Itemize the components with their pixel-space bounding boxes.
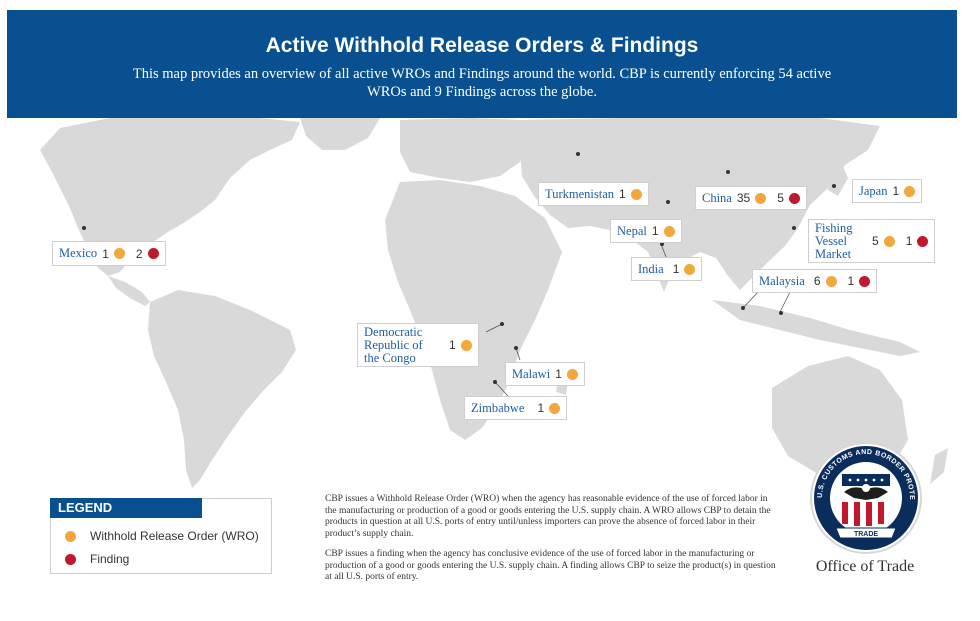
pin-zimbabwe — [493, 380, 497, 384]
country-name: Malaysia — [759, 273, 805, 288]
wro-count: 1 — [537, 401, 545, 415]
description-text: CBP issues a Withhold Release Order (WRO… — [325, 494, 781, 593]
country-name: Zimbabwe — [471, 400, 525, 415]
pin-china — [726, 170, 730, 174]
finding-dot-icon — [917, 235, 929, 247]
wro-count: 1 — [672, 262, 680, 276]
marker-zimbabwe[interactable]: Zimbabwe 1 — [464, 396, 568, 420]
seal-banner: TRADE — [854, 531, 878, 538]
wro-dot-icon — [65, 530, 76, 542]
wro-dot-icon — [904, 185, 916, 197]
marker-malawi[interactable]: Malawi 1 — [505, 362, 585, 386]
marker-turkmenistan[interactable]: Turkmenistan 1 — [538, 182, 649, 206]
pin-nepal — [666, 200, 670, 204]
pin-malawi — [514, 346, 518, 350]
new-zealand-landmass — [930, 448, 948, 484]
wro-count: 1 — [651, 224, 659, 238]
cbp-seal-icon: U.S. CUSTOMS AND BORDER PROTECTION TRADE — [808, 440, 922, 554]
marker-nepal[interactable]: Nepal 1 — [610, 219, 682, 243]
description-wro: CBP issues a Withhold Release Order (WRO… — [325, 494, 771, 539]
page-subtitle: This map provides an overview of all act… — [132, 66, 832, 100]
legend-label-wro: Withhold Release Order (WRO) — [90, 529, 259, 543]
wro-dot-icon — [825, 275, 837, 287]
country-name: Fishing Vessel Market — [815, 220, 853, 261]
wro-count: 1 — [619, 187, 626, 201]
wro-dot-icon — [566, 368, 578, 380]
country-name: Nepal — [617, 223, 647, 238]
north-america-landmass — [40, 118, 300, 276]
pin-drc — [500, 322, 504, 326]
legend-label-finding: Finding — [90, 552, 130, 566]
wro-dot-icon — [460, 339, 472, 351]
pin-fishing-vessel — [792, 226, 796, 230]
pin-japan — [832, 184, 836, 188]
wro-count: 1 — [102, 246, 109, 261]
finding-dot-icon — [65, 553, 76, 565]
pin-malaysia-a — [741, 306, 745, 310]
europe-landmass — [400, 118, 530, 182]
finding-count: 1 — [905, 234, 913, 248]
wro-count: 6 — [813, 274, 821, 288]
finding-dot-icon — [788, 192, 800, 204]
wro-dot-icon — [663, 225, 675, 237]
wro-count: 1 — [892, 184, 900, 198]
wro-dot-icon — [630, 188, 642, 200]
south-america-landmass — [148, 290, 296, 488]
wro-count: 35 — [736, 191, 751, 205]
wro-count: 1 — [449, 338, 456, 352]
country-name: India — [638, 261, 664, 276]
wro-dot-icon — [549, 402, 561, 414]
marker-fishing-vessel-market[interactable]: Fishing Vessel Market 5 1 — [808, 219, 936, 263]
header-banner: Active Withhold Release Orders & Finding… — [7, 10, 957, 118]
country-name: Democratic Republic of the Congo — [364, 324, 423, 365]
marker-malaysia[interactable]: Malaysia 6 1 — [752, 269, 878, 293]
wro-dot-icon — [684, 263, 696, 275]
description-finding: CBP issues a finding when the agency has… — [325, 549, 776, 582]
wro-dot-icon — [755, 192, 767, 204]
central-america-landmass — [108, 276, 150, 306]
legend-title: LEGEND — [50, 498, 202, 518]
indonesia-landmass — [712, 300, 920, 356]
marker-drc[interactable]: Democratic Republic of the Congo 1 — [357, 323, 479, 367]
marker-japan[interactable]: Japan 1 — [852, 179, 923, 203]
pin-malaysia-b — [779, 311, 783, 315]
pin-mexico — [82, 226, 86, 230]
wro-dot-icon — [113, 248, 125, 259]
wro-count: 5 — [872, 234, 879, 248]
country-name: Japan — [859, 183, 888, 198]
marker-india[interactable]: India 1 — [631, 257, 703, 281]
finding-count: 2 — [135, 246, 143, 261]
pin-turkmenistan — [576, 152, 580, 156]
wro-dot-icon — [883, 235, 895, 247]
office-of-trade-label: Office of Trade — [815, 558, 915, 575]
africa-landmass — [385, 180, 562, 440]
marker-mexico[interactable]: Mexico 1 2 — [52, 241, 166, 266]
wro-count: 1 — [555, 367, 562, 381]
pin-india — [660, 242, 664, 246]
finding-count: 1 — [847, 274, 855, 288]
finding-dot-icon — [859, 275, 871, 287]
marker-china[interactable]: China 35 5 — [695, 186, 807, 210]
country-name: China — [702, 190, 732, 205]
page-title: Active Withhold Release Orders & Finding… — [265, 34, 699, 57]
finding-dot-icon — [147, 248, 159, 259]
legend: LEGEND Withhold Release Order (WRO) Find… — [50, 498, 272, 574]
legend-item-wro: Withhold Release Order (WRO) — [65, 529, 259, 543]
country-name: Mexico — [59, 246, 98, 260]
country-name: Turkmenistan — [545, 186, 614, 201]
greenland-landmass — [300, 118, 380, 150]
country-name: Malawi — [512, 366, 551, 381]
legend-item-finding: Finding — [65, 552, 129, 566]
finding-count: 5 — [777, 191, 784, 205]
